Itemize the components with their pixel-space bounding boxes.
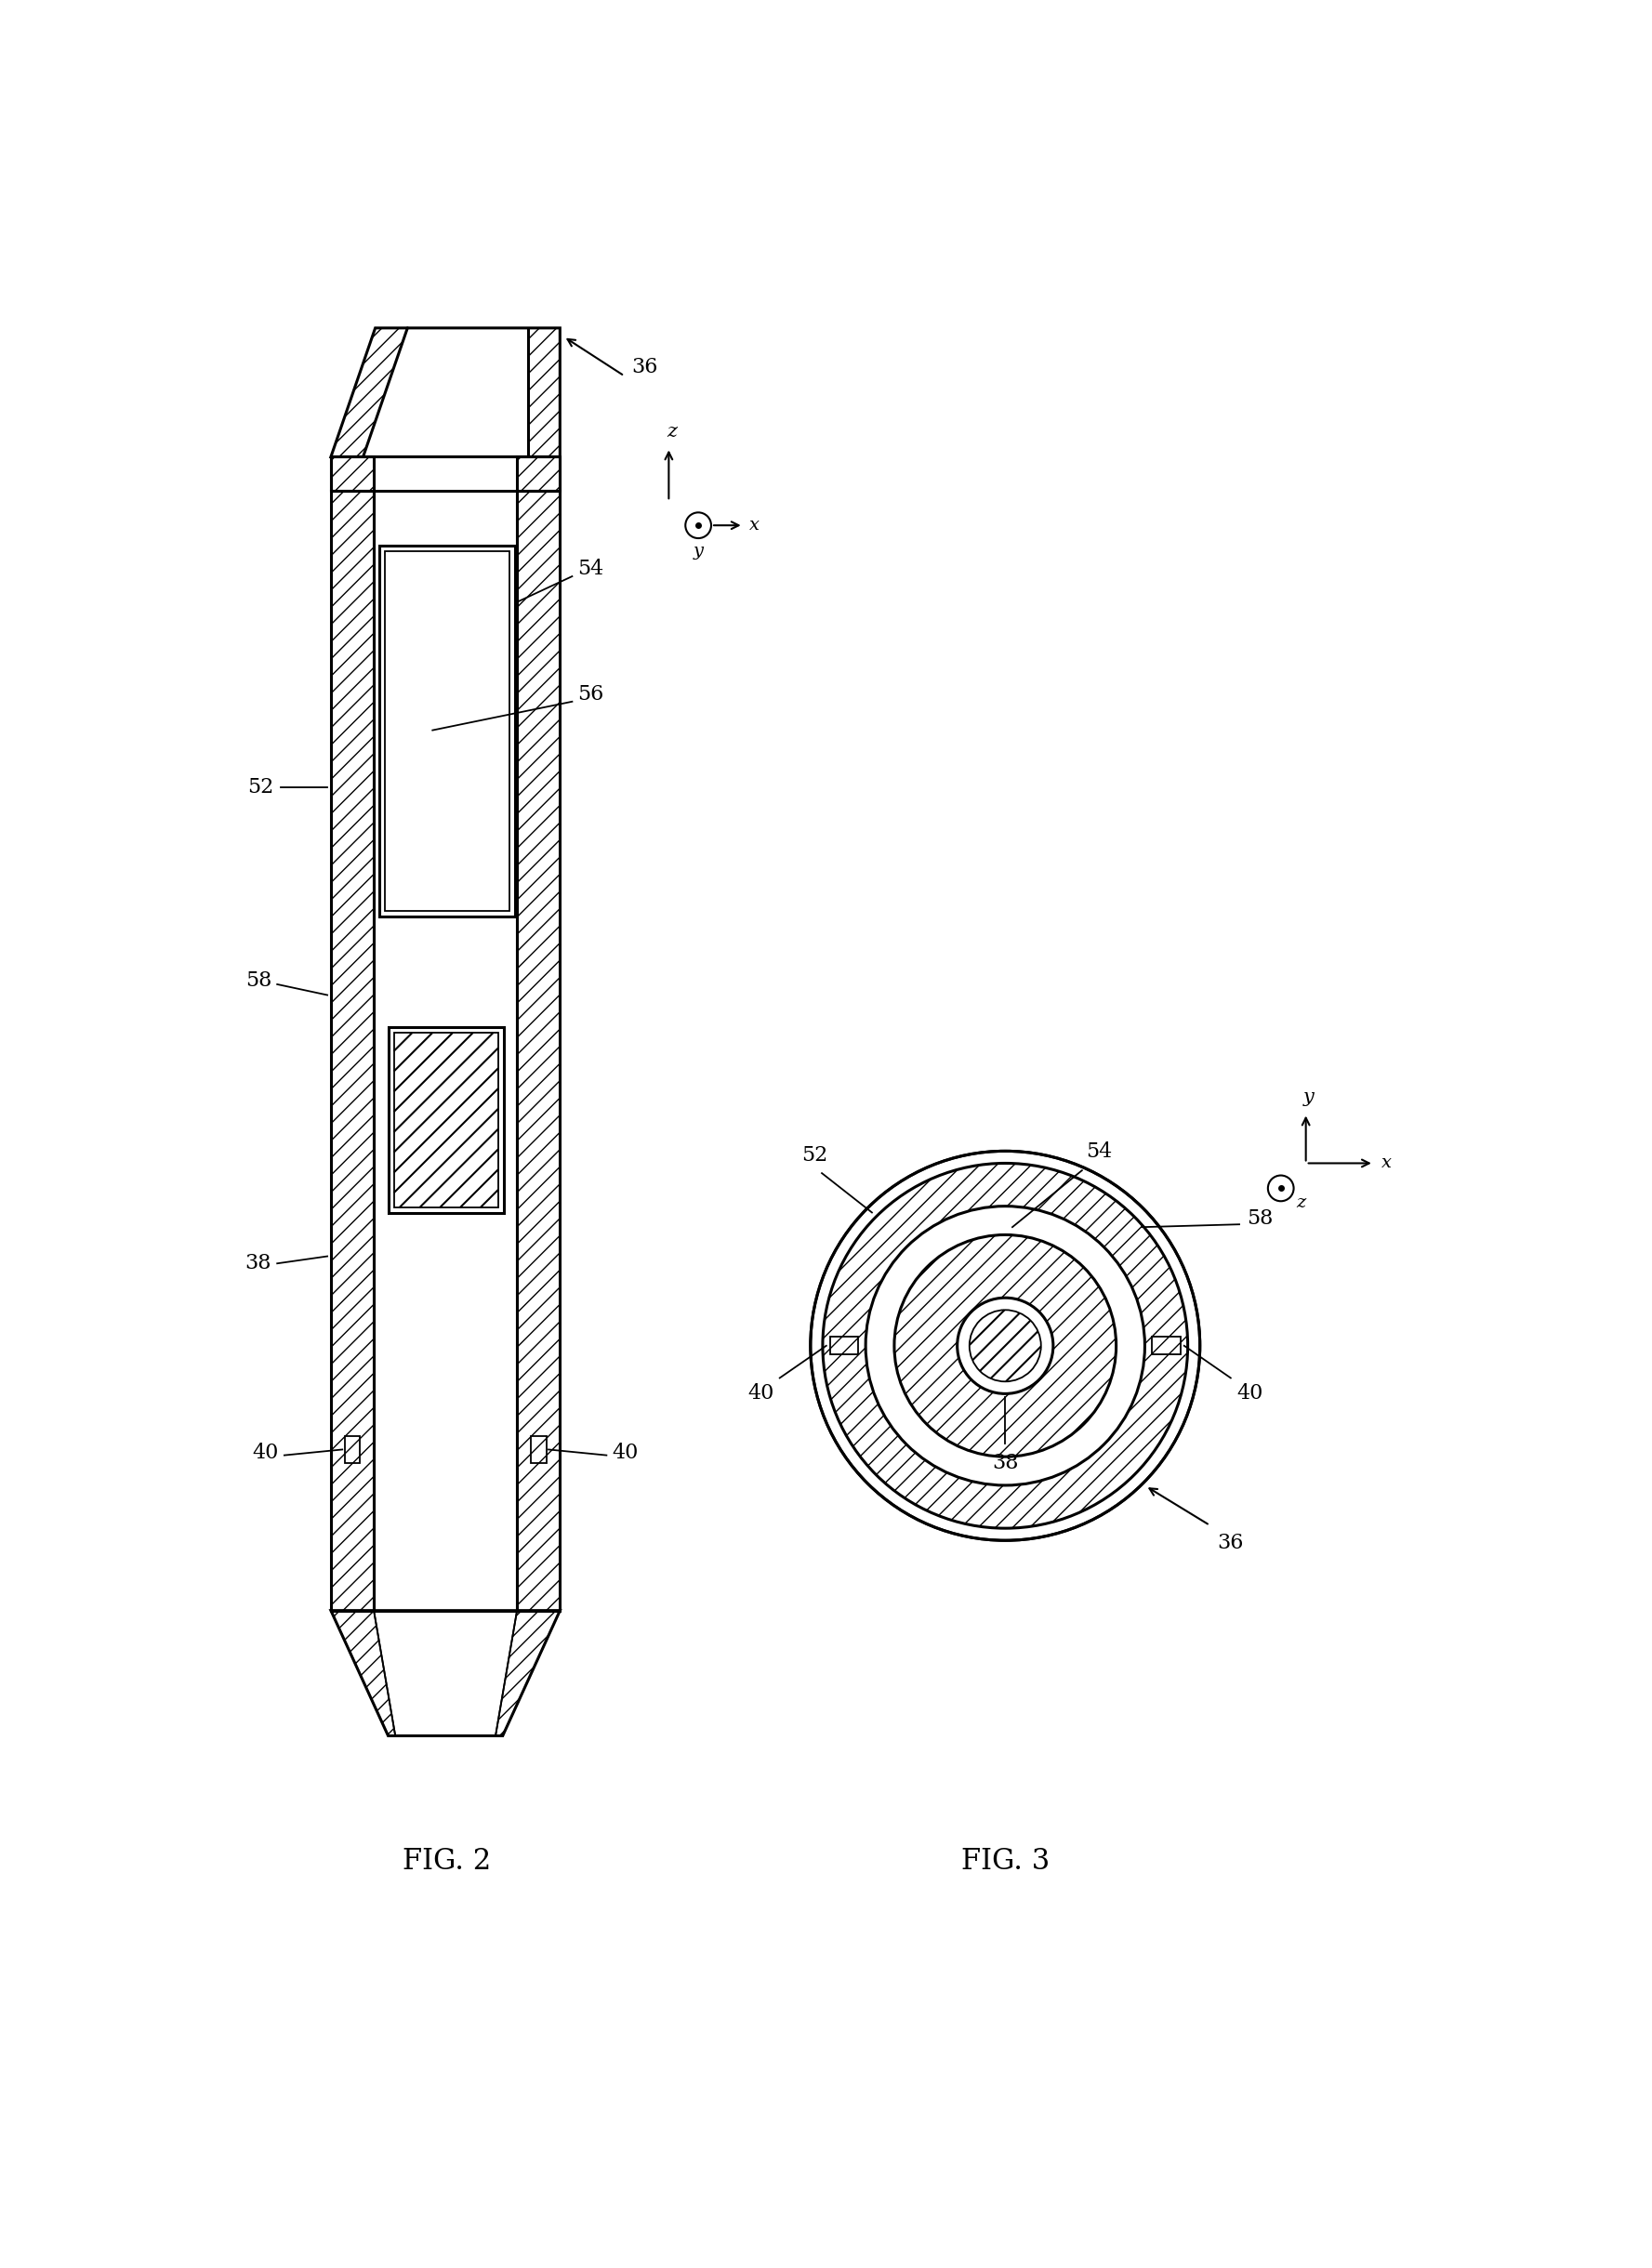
Circle shape	[957, 1297, 1054, 1395]
Text: 58: 58	[244, 971, 271, 991]
Bar	[530, 1436, 547, 1463]
Circle shape	[686, 513, 710, 538]
Text: 40: 40	[253, 1442, 279, 1463]
Text: 40: 40	[613, 1442, 639, 1463]
Text: FIG. 3: FIG. 3	[961, 1846, 1049, 1876]
Circle shape	[1269, 1175, 1294, 1202]
Text: z: z	[666, 422, 677, 440]
Polygon shape	[330, 329, 560, 456]
Text: 52: 52	[248, 778, 274, 798]
Text: 40: 40	[1236, 1383, 1262, 1404]
Circle shape	[866, 1207, 1145, 1486]
Bar	[345, 1436, 360, 1463]
Text: 54: 54	[578, 558, 605, 578]
Text: y: y	[1303, 1089, 1315, 1107]
Text: 36: 36	[631, 356, 657, 376]
Text: x: x	[748, 517, 760, 533]
Text: 56: 56	[578, 685, 605, 705]
Bar	[373, 490, 517, 1610]
Text: 52: 52	[801, 1145, 828, 1166]
Bar	[1151, 1336, 1181, 1354]
Text: 40: 40	[748, 1383, 775, 1404]
Bar	[388, 1027, 504, 1213]
Text: 54: 54	[1085, 1141, 1112, 1161]
Text: 38: 38	[244, 1254, 271, 1275]
Text: z: z	[1297, 1193, 1307, 1211]
Text: x: x	[1381, 1154, 1391, 1173]
Bar	[385, 551, 509, 909]
Text: 58: 58	[1247, 1209, 1272, 1229]
Bar	[829, 1336, 859, 1354]
Bar	[378, 547, 515, 916]
Text: 38: 38	[991, 1452, 1018, 1472]
Text: y: y	[694, 544, 704, 560]
Text: 36: 36	[1218, 1533, 1244, 1554]
Text: FIG. 2: FIG. 2	[403, 1846, 491, 1876]
Polygon shape	[330, 1610, 560, 1735]
Circle shape	[811, 1152, 1199, 1540]
